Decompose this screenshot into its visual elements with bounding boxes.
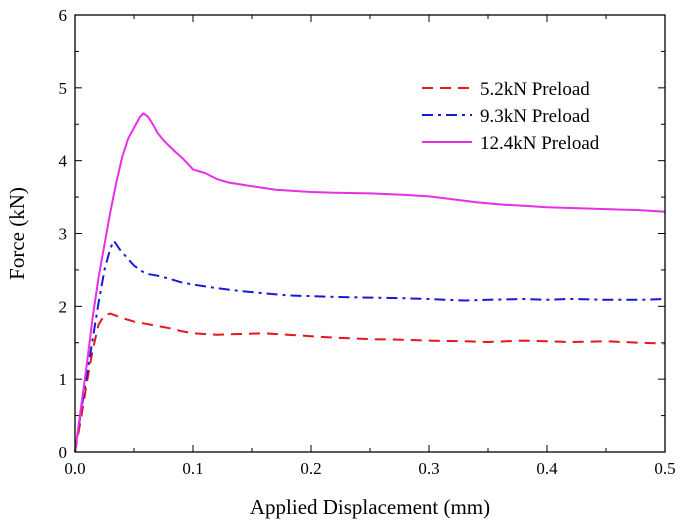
y-tick-label: 5 bbox=[59, 79, 68, 98]
x-axis-title: Applied Displacement (mm) bbox=[250, 495, 490, 519]
y-tick-label: 3 bbox=[59, 225, 68, 244]
x-tick-label: 0.3 bbox=[418, 459, 439, 478]
y-tick-label: 0 bbox=[59, 443, 68, 462]
x-tick-label: 0.2 bbox=[300, 459, 321, 478]
series-line-9-3kn-preload bbox=[74, 239, 666, 453]
y-axis-title: Force (kN) bbox=[5, 187, 29, 280]
legend-label: 5.2kN Preload bbox=[480, 79, 590, 100]
y-tick-label: 2 bbox=[59, 297, 68, 316]
y-axis-ticks: 0 1 2 3 4 5 6 bbox=[59, 6, 665, 462]
y-tick-label: 1 bbox=[59, 370, 68, 389]
x-axis-ticks: 0.0 0.1 0.2 0.3 0.4 0.5 bbox=[64, 15, 676, 478]
plot-frame bbox=[74, 14, 666, 453]
series-line-12-4kn-preload bbox=[74, 112, 666, 453]
x-tick-label: 0.1 bbox=[182, 459, 203, 478]
legend: 5.2kN Preload 9.3kN Preload 12.4kN Preload bbox=[422, 79, 600, 154]
y-tick-label: 4 bbox=[59, 152, 68, 171]
series-line-5-2kn-preload bbox=[74, 312, 666, 453]
x-tick-label: 0.0 bbox=[64, 459, 85, 478]
y-tick-label: 6 bbox=[59, 6, 68, 25]
x-tick-label: 0.4 bbox=[536, 459, 558, 478]
legend-label: 9.3kN Preload bbox=[480, 106, 590, 127]
legend-label: 12.4kN Preload bbox=[480, 133, 600, 154]
series-layer bbox=[74, 112, 666, 453]
x-tick-label: 0.5 bbox=[654, 459, 675, 478]
